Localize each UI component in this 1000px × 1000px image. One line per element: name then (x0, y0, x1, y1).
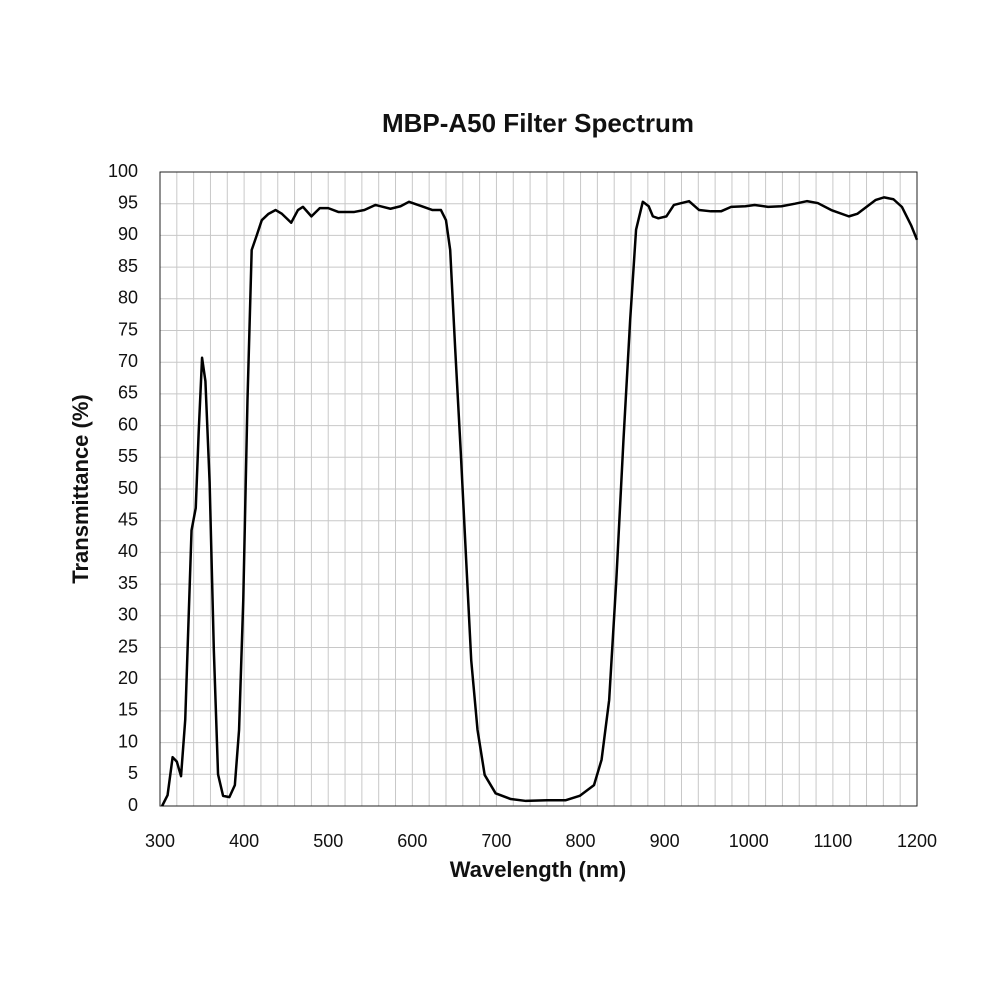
y-tick-label: 65 (118, 383, 138, 403)
x-tick-label: 700 (481, 831, 511, 851)
x-tick-label: 800 (566, 831, 596, 851)
plot-frame (159, 171, 918, 807)
y-tick-label: 95 (118, 192, 138, 212)
x-axis-label: Wavelength (nm) (450, 857, 626, 882)
y-tick-label: 70 (118, 351, 138, 371)
x-tick-label: 300 (145, 831, 175, 851)
y-tick-label: 40 (118, 541, 138, 561)
y-tick-label: 10 (118, 731, 138, 751)
y-tick-label: 20 (118, 668, 138, 688)
y-tick-label: 55 (118, 446, 138, 466)
chart-title: MBP-A50 Filter Spectrum (382, 108, 694, 138)
y-tick-label: 30 (118, 605, 138, 625)
x-tick-label: 900 (650, 831, 680, 851)
spectrum-line (160, 196, 919, 807)
x-tick-label: 1200 (897, 831, 937, 851)
y-tick-label: 85 (118, 256, 138, 276)
x-tick-label: 1100 (814, 831, 853, 851)
y-tick-label: 0 (128, 795, 138, 815)
y-tick-label: 5 (128, 763, 138, 783)
x-tick-label: 500 (313, 831, 343, 851)
y-tick-label: 45 (118, 509, 138, 529)
x-tick-label: 400 (229, 831, 259, 851)
y-tick-label: 60 (118, 414, 138, 434)
y-tick-label: 25 (118, 636, 138, 656)
y-tick-label: 100 (108, 161, 138, 181)
y-tick-label: 75 (118, 319, 138, 339)
y-tick-label: 50 (118, 478, 138, 498)
y-axis-label: Transmittance (%) (68, 394, 93, 584)
x-tick-label: 1000 (729, 831, 769, 851)
y-tick-label: 80 (118, 288, 138, 308)
x-tick-label: 600 (397, 831, 427, 851)
y-tick-label: 15 (118, 700, 138, 720)
y-tick-label: 90 (118, 224, 138, 244)
y-tick-label: 35 (118, 573, 138, 593)
